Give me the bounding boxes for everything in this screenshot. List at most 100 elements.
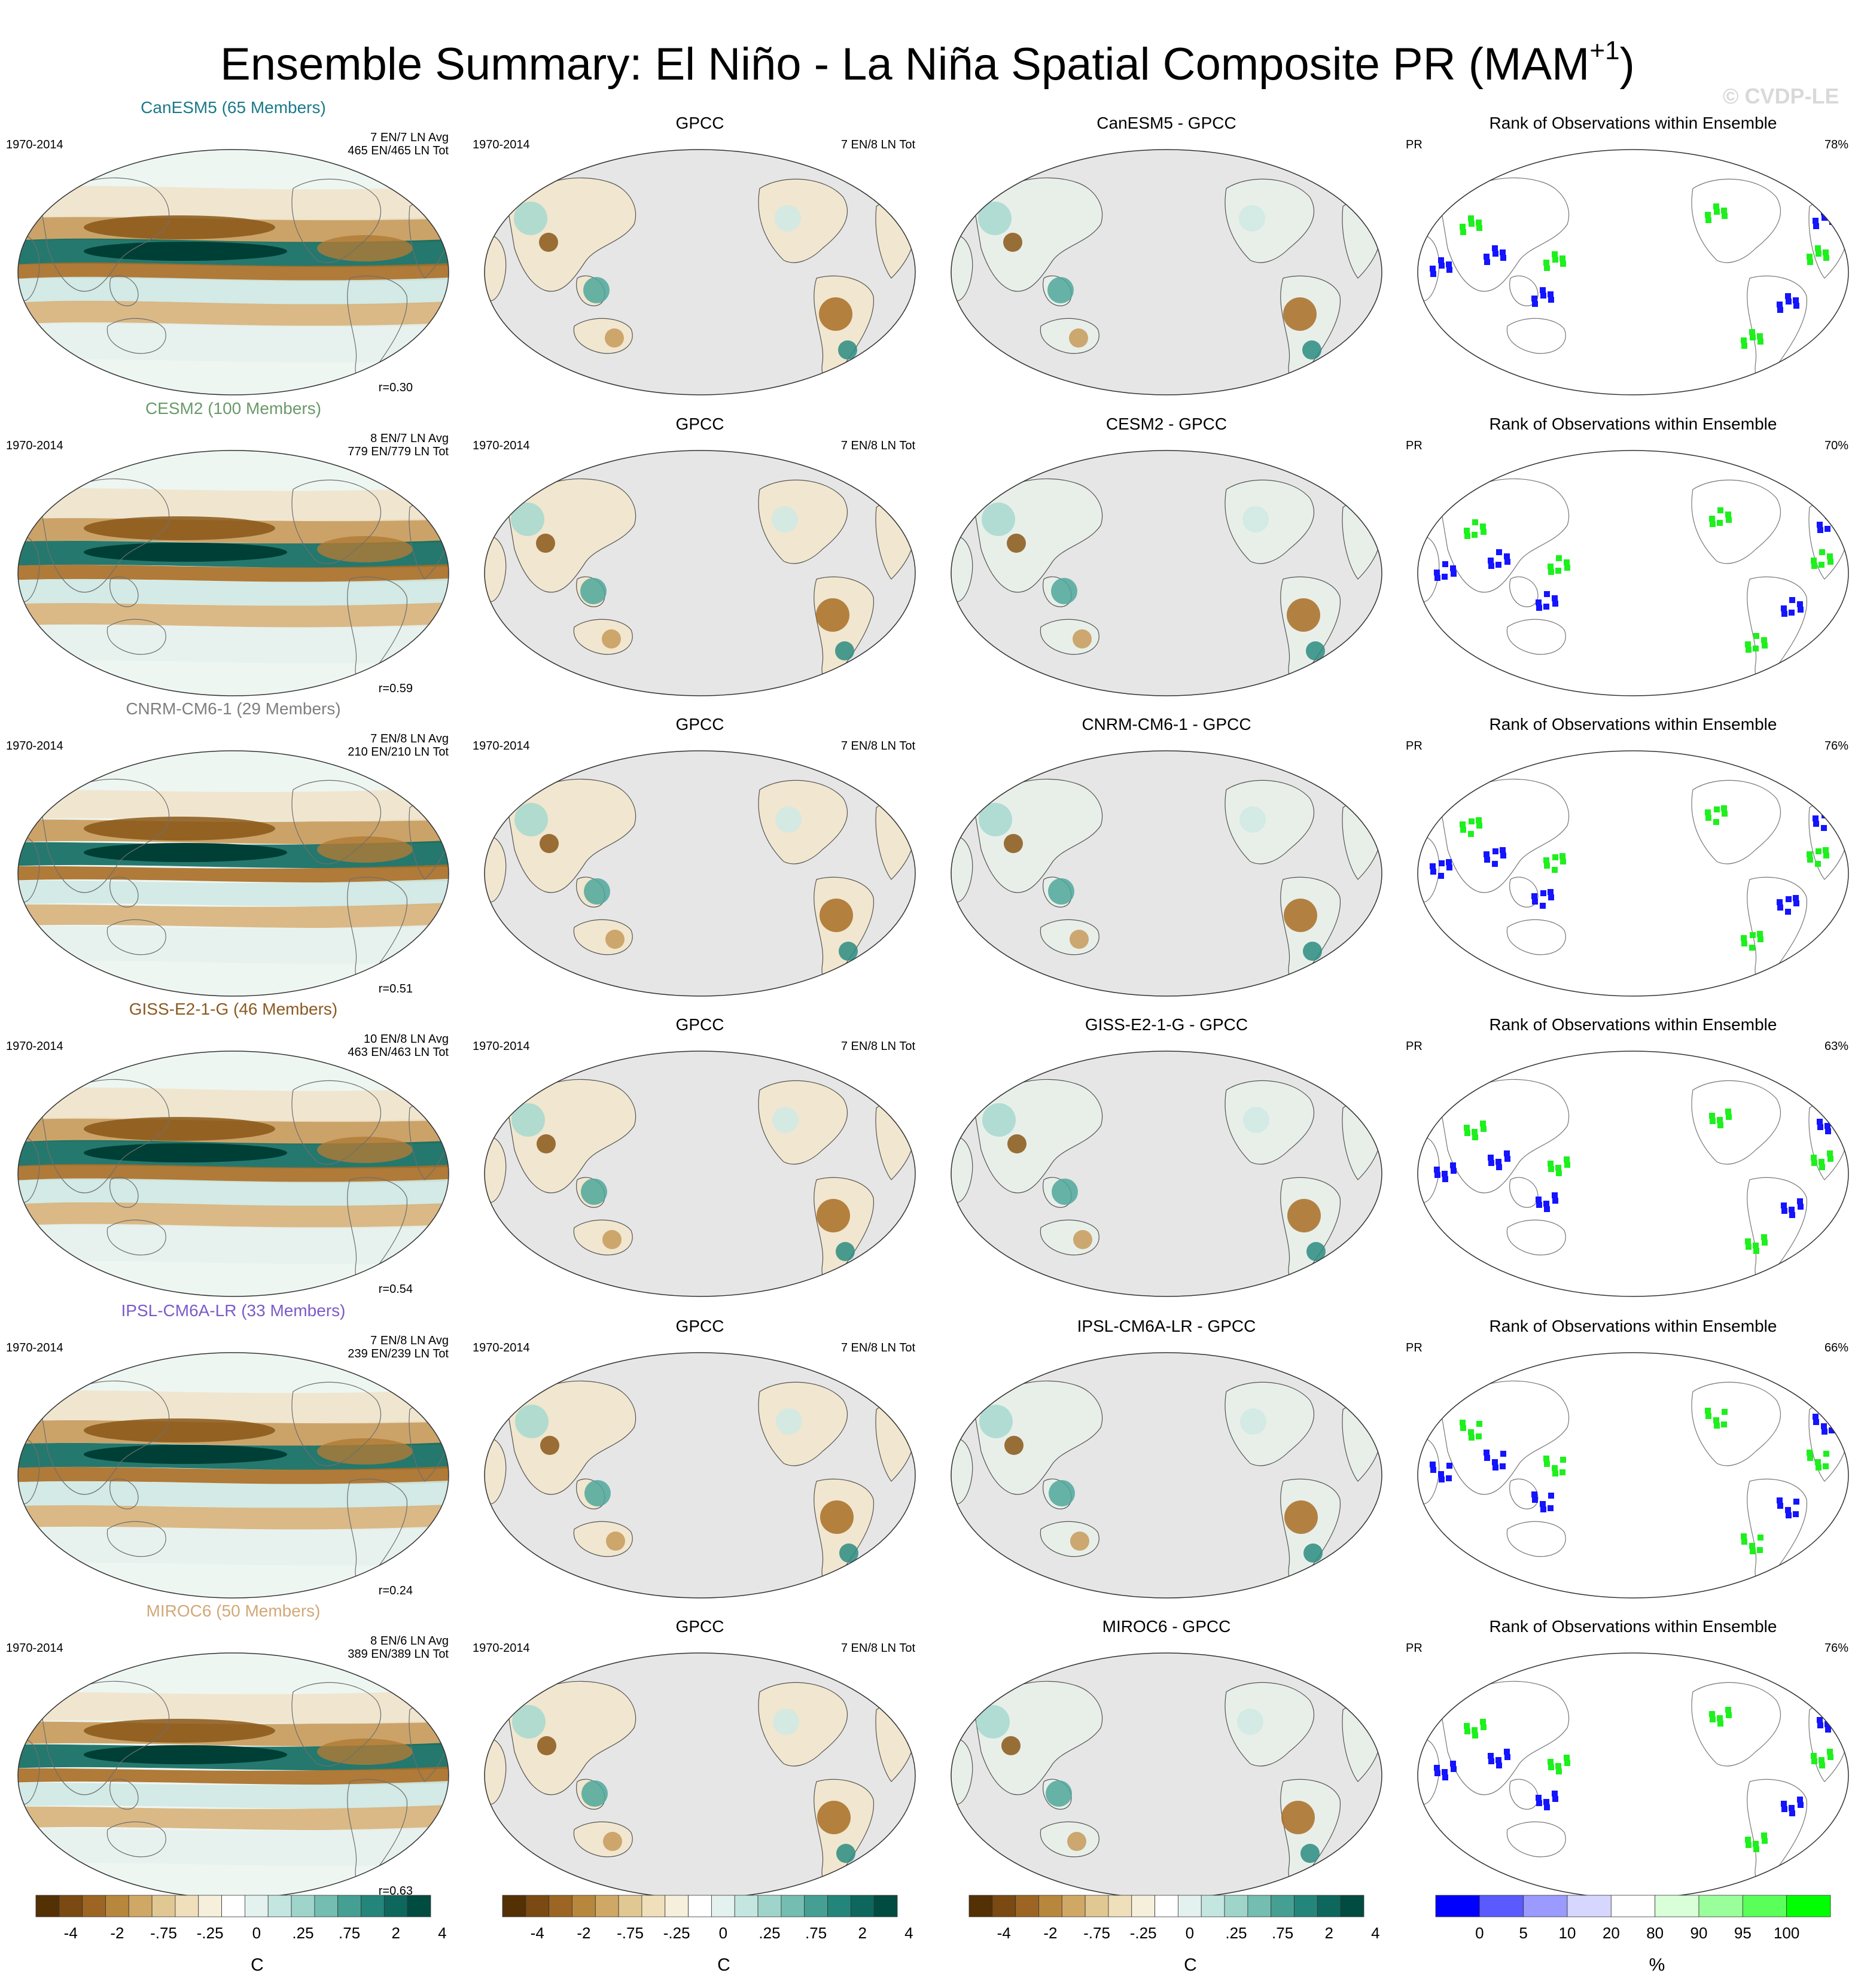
- colorbar-tick-label: -.75: [617, 1924, 644, 1942]
- colorbar-swatch: [105, 1895, 129, 1917]
- map-diff: [951, 1652, 1382, 1899]
- colorbar-swatch: [1317, 1895, 1341, 1917]
- map-rank: [1417, 750, 1849, 997]
- colorbar-swatch: [198, 1895, 222, 1917]
- colorbar-swatch: [267, 1895, 292, 1917]
- colorbar-swatch: [383, 1895, 408, 1917]
- event-count-tot: 239 EN/239 LN Tot: [348, 1347, 449, 1360]
- diff-title: CESM2 - GPCC: [1105, 415, 1227, 433]
- obs-title: GPCC: [675, 1317, 724, 1335]
- colorbar-swatch: [1038, 1895, 1062, 1917]
- colorbar-swatch: [314, 1895, 339, 1917]
- colorbar-swatch: [1155, 1895, 1178, 1917]
- rank-percent: 63%: [1824, 1040, 1848, 1053]
- variable-label: PR: [1406, 1642, 1423, 1655]
- event-count-tot: 389 EN/389 LN Tot: [348, 1648, 449, 1661]
- colorbar-swatch: [361, 1895, 385, 1917]
- rank-percent: 66%: [1824, 1341, 1848, 1354]
- event-count-tot: 465 EN/465 LN Tot: [348, 144, 449, 157]
- colorbar-swatch: [1435, 1895, 1480, 1917]
- colorbar-swatch: [337, 1895, 361, 1917]
- colorbar-swatch: [1061, 1895, 1086, 1917]
- period-label: 1970-2014: [473, 1642, 530, 1655]
- colorbar-swatch: [1567, 1895, 1612, 1917]
- map-svg: [484, 1051, 916, 1297]
- obs-title: GPCC: [675, 715, 724, 733]
- map-rank: [1417, 1652, 1849, 1899]
- variable-label: PR: [1406, 439, 1423, 452]
- panel-diff: CanESM5 - GPCC: [939, 99, 1394, 398]
- colorbar-unit-label: C: [717, 1955, 730, 1975]
- obs-title: GPCC: [675, 1617, 724, 1636]
- period-label: 1970-2014: [6, 739, 63, 753]
- period-label: 1970-2014: [6, 1341, 63, 1354]
- colorbar-tick-label: 4: [1371, 1924, 1380, 1942]
- event-count-avg: 7 EN/8 LN Avg: [370, 1334, 449, 1347]
- period-label: 1970-2014: [6, 439, 63, 452]
- colorbar-tick-label: -4: [63, 1924, 78, 1942]
- panel-diff: MIROC6 - GPCC: [939, 1602, 1394, 1901]
- event-count-avg: 7 EN/7 LN Avg: [370, 131, 449, 144]
- map-rank: [1417, 1051, 1849, 1297]
- colorbar-tick-label: 5: [1519, 1924, 1528, 1942]
- colorbar-tick-label: 2: [858, 1924, 867, 1942]
- variable-label: PR: [1406, 739, 1423, 753]
- colorbar-tick-label: 90: [1690, 1924, 1708, 1942]
- colorbar-swatch: [757, 1895, 782, 1917]
- colorbar-tick-label: 2: [391, 1924, 400, 1942]
- colorbar-swatch: [1108, 1895, 1132, 1917]
- event-count-avg: 8 EN/6 LN Avg: [370, 1634, 449, 1648]
- colorbar-swatch: [1610, 1895, 1656, 1917]
- colorbar-swatches: [1435, 1895, 1831, 1917]
- colorbar-swatch: [549, 1895, 572, 1917]
- rank-title: Rank of Observations within Ensemble: [1489, 114, 1777, 132]
- map-diff: [951, 450, 1382, 696]
- variable-label: PR: [1406, 1341, 1423, 1354]
- rank-title: Rank of Observations within Ensemble: [1489, 715, 1777, 733]
- colorbar-swatch: [1224, 1895, 1248, 1917]
- pattern-correlation: r=0.24: [378, 1584, 413, 1597]
- colorbar-tick-label: -2: [1043, 1924, 1058, 1942]
- event-count-tot: 210 EN/210 LN Tot: [348, 745, 449, 759]
- colorbar-swatch: [1247, 1895, 1272, 1917]
- map-svg: [1417, 450, 1849, 696]
- colorbar: -4 -2 -.75 -.25 0 .25 .75 2 4 C: [497, 1890, 951, 1980]
- period-label: 1970-2014: [6, 1040, 63, 1053]
- map-svg: [484, 149, 916, 395]
- colorbar-tick-label: -4: [997, 1924, 1011, 1942]
- colorbar-swatch: [1178, 1895, 1202, 1917]
- map-svg: [951, 149, 1382, 395]
- period-label: 1970-2014: [473, 439, 530, 452]
- colorbar-tick-label: -.75: [150, 1924, 177, 1942]
- period-label: 1970-2014: [6, 1642, 63, 1655]
- colorbar-swatch: [175, 1895, 199, 1917]
- obs-event-count: 7 EN/8 LN Tot: [840, 1642, 915, 1655]
- colorbar-swatch: [572, 1895, 596, 1917]
- map-svg: [17, 450, 449, 696]
- colorbar-swatches: [968, 1895, 1364, 1917]
- rank-percent: 76%: [1824, 1642, 1848, 1655]
- map-svg: [484, 450, 916, 696]
- obs-title: GPCC: [675, 415, 724, 433]
- panel-obs: GPCC 1970-2014 7 EN/8 LN Tot: [473, 99, 927, 398]
- obs-title: GPCC: [675, 1015, 724, 1034]
- map-svg: [1417, 1051, 1849, 1297]
- colorbar-swatch: [1340, 1895, 1364, 1917]
- rank-title: Rank of Observations within Ensemble: [1489, 1317, 1777, 1335]
- model-title: CESM2 (100 Members): [145, 399, 322, 418]
- panel-model: IPSL-CM6A-LR (33 Members) 1970-2014 7 EN/8…: [6, 1301, 461, 1601]
- colorbar-swatch: [1015, 1895, 1039, 1917]
- panel-diff: CNRM-CM6-1 - GPCC: [939, 700, 1394, 999]
- panel-diff: CESM2 - GPCC: [939, 400, 1394, 699]
- obs-event-count: 7 EN/8 LN Tot: [840, 739, 915, 753]
- panel-rank: Rank of Observations within Ensemble PR 66…: [1406, 1302, 1855, 1601]
- map-svg: [484, 750, 916, 997]
- colorbar-swatch: [1201, 1895, 1225, 1917]
- colorbar-tick-label: 95: [1734, 1924, 1752, 1942]
- period-label: 1970-2014: [473, 1341, 530, 1354]
- panel-rank: Rank of Observations within Ensemble PR 78…: [1406, 99, 1855, 398]
- rank-title: Rank of Observations within Ensemble: [1489, 415, 1777, 433]
- map-rank: [1417, 149, 1849, 395]
- colorbar-tick-label: .25: [292, 1924, 314, 1942]
- colorbar-swatches: [502, 1895, 898, 1917]
